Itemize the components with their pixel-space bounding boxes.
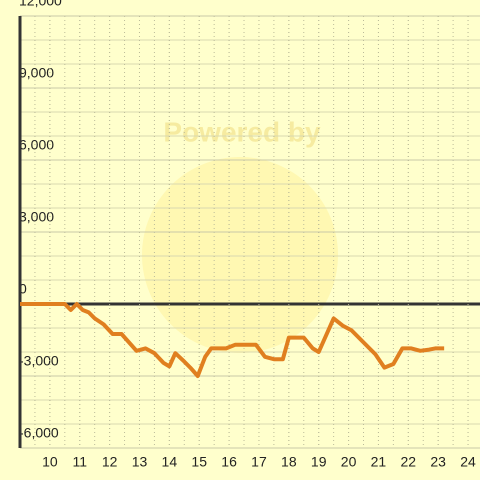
x-tick-label: 10 (42, 454, 58, 470)
y-tick-label: 9,000 (19, 65, 54, 81)
y-tick-label: -3,000 (19, 353, 59, 369)
watermark-logo (142, 157, 338, 353)
x-tick-label: 18 (281, 454, 297, 470)
x-tick-label: 13 (132, 454, 148, 470)
y-tick-label: 12,000 (19, 0, 62, 9)
x-tick-label: 12 (102, 454, 118, 470)
x-tick-label: 17 (251, 454, 267, 470)
x-tick-label: 21 (371, 454, 387, 470)
x-tick-label: 24 (460, 454, 476, 470)
x-tick-label: 14 (162, 454, 178, 470)
x-tick-label: 19 (311, 454, 327, 470)
y-tick-label: -6,000 (19, 425, 59, 441)
y-tick-label: 6,000 (19, 137, 54, 153)
x-tick-label: 15 (191, 454, 207, 470)
x-tick-label: 22 (401, 454, 417, 470)
x-tick-label: 20 (341, 454, 357, 470)
line-series (20, 302, 445, 378)
y-tick-label: 3,000 (19, 209, 54, 225)
x-tick-label: 23 (430, 454, 446, 470)
x-tick-label: 16 (221, 454, 237, 470)
y-tick-label: 0 (19, 281, 27, 297)
x-tick-label: 11 (72, 454, 87, 470)
watermark: Powered by (163, 116, 321, 147)
